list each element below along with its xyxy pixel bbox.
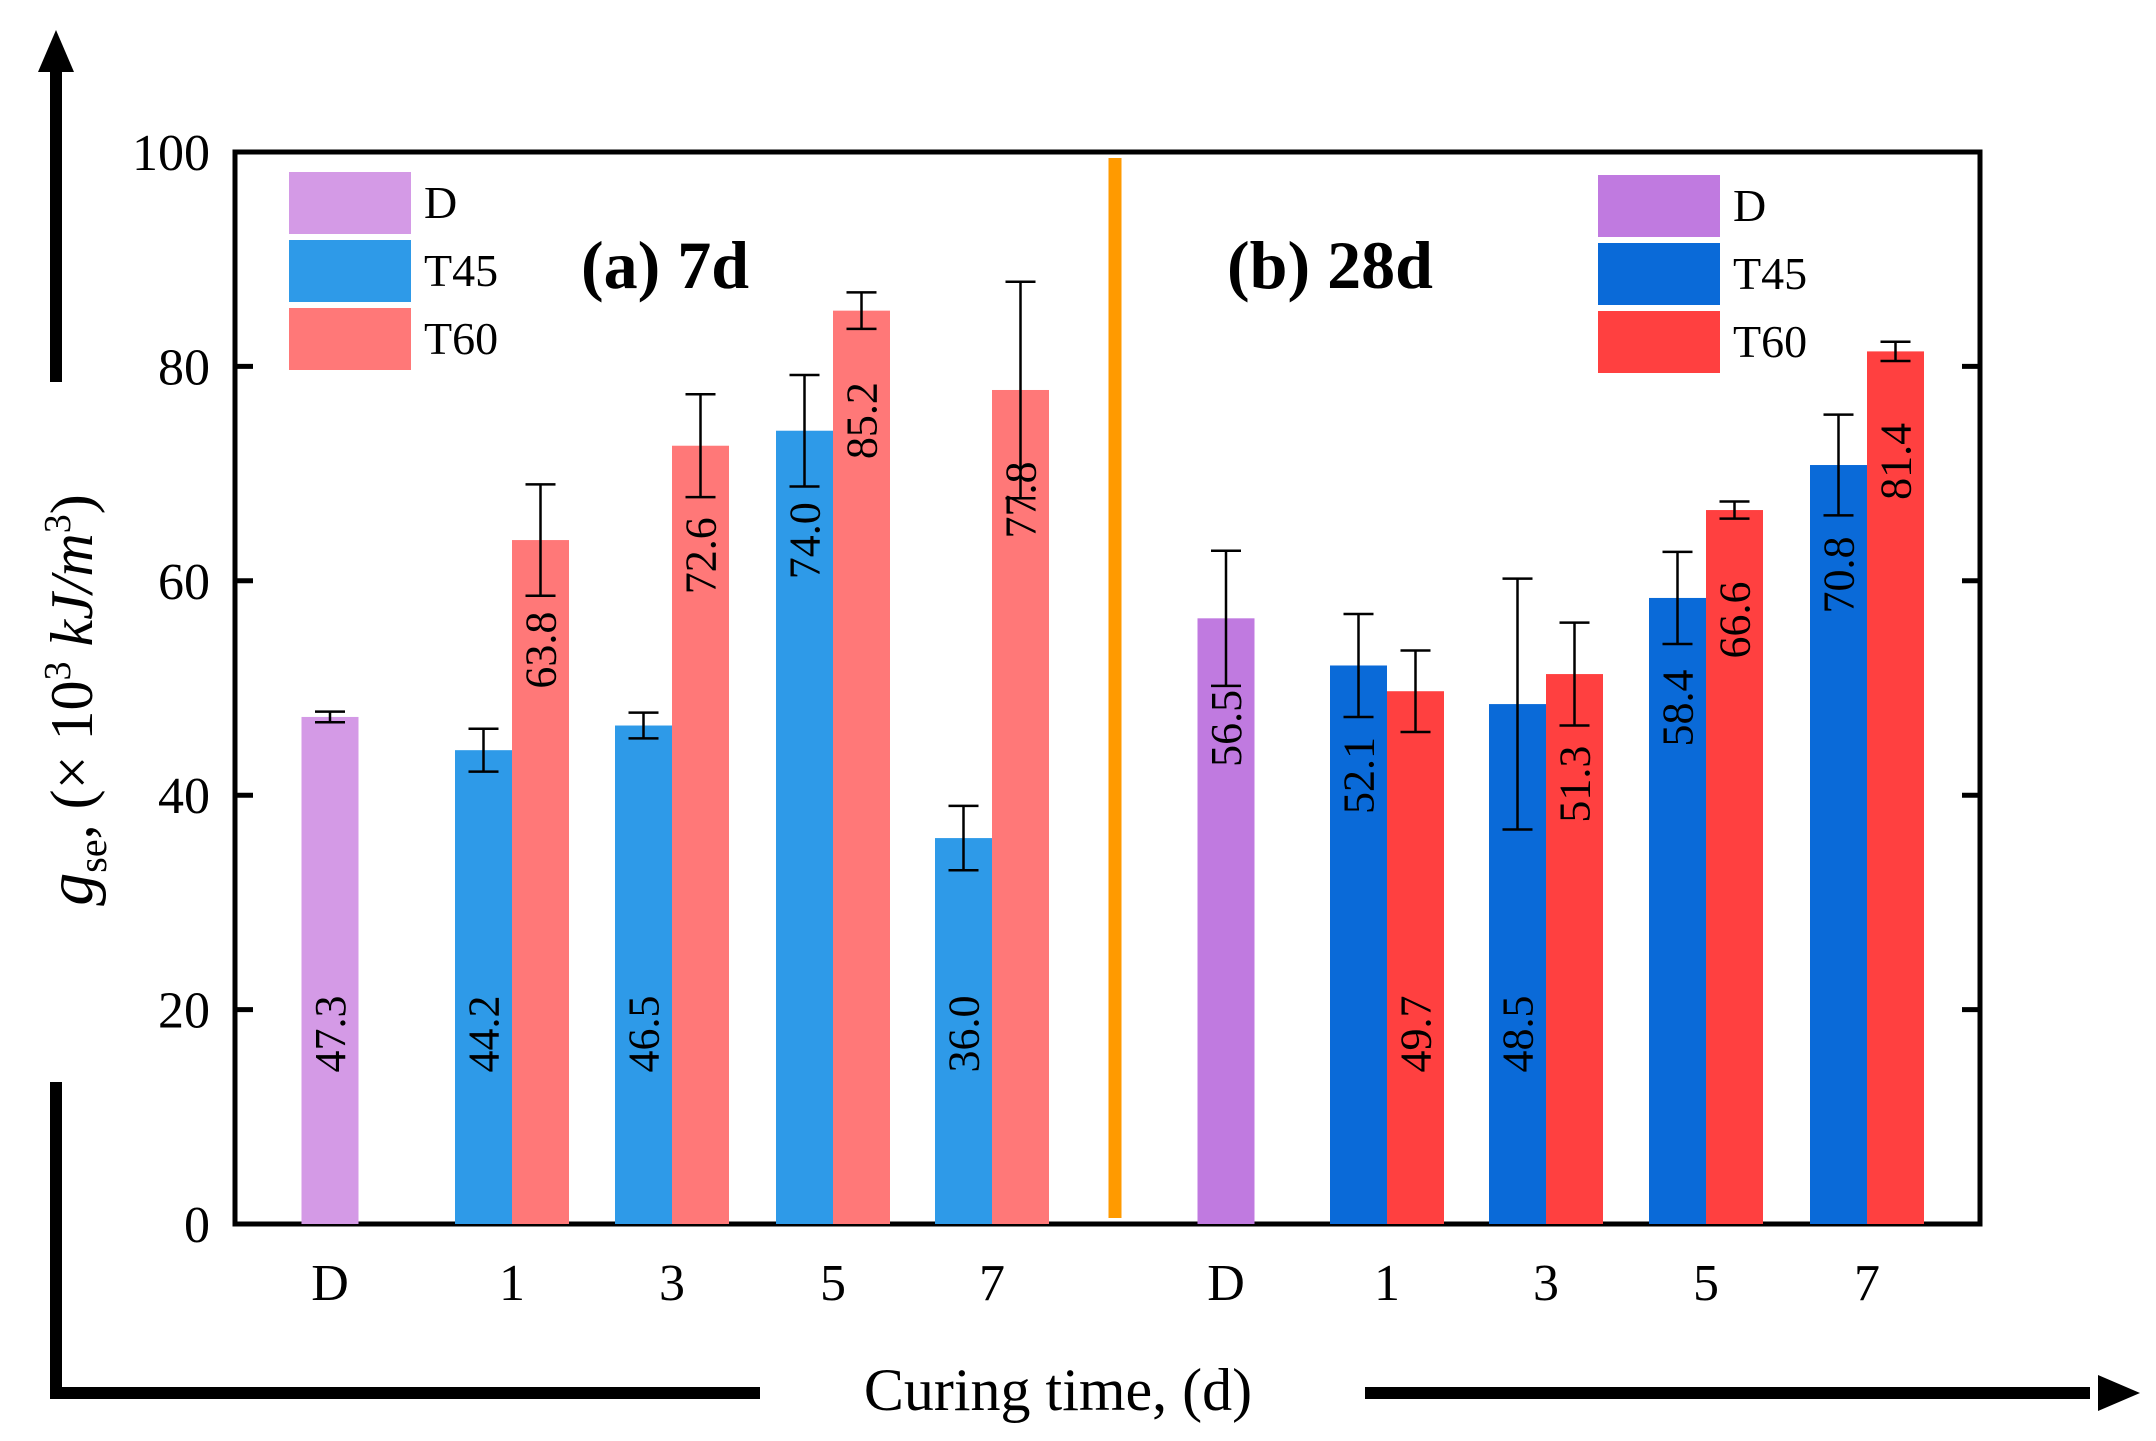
bar-d: [301, 716, 359, 1224]
legend-swatch-d: [1598, 175, 1720, 237]
bar-value-label: 74.0: [781, 502, 830, 579]
bar-value-label: 66.6: [1711, 582, 1760, 659]
legend-label: T45: [424, 245, 498, 296]
legend-label: T45: [1733, 248, 1807, 299]
bar-value-label: 63.8: [517, 612, 566, 689]
bar-value-label: 52.1: [1335, 737, 1384, 814]
y-tick-label: 100: [132, 125, 210, 182]
legend-swatch-t60: [1598, 311, 1720, 373]
bar-t60: [672, 445, 729, 1224]
y-ticks: 0 20 40 60 80 100: [132, 125, 1980, 1254]
bar-t60: [1546, 674, 1603, 1224]
x-tick-label: 1: [1374, 1255, 1400, 1312]
bar-value-label: 51.3: [1551, 746, 1600, 823]
bar-value-label: 72.6: [677, 517, 726, 594]
bar-t45: [776, 430, 833, 1225]
bar-t45: [615, 725, 672, 1224]
bar-value-label: 70.8: [1815, 537, 1864, 614]
x-tick-label: 1: [499, 1255, 525, 1312]
y-axis-arrowhead: [38, 30, 74, 72]
bar-value-label: 49.7: [1392, 996, 1441, 1073]
y-axis-unit-prefix: , (× 10: [39, 681, 105, 840]
x-axis-title: Curing time, (d): [864, 1357, 1252, 1423]
y-tick-label: 20: [158, 983, 210, 1040]
x-tick-label: 7: [979, 1255, 1005, 1312]
bar-t60: [1867, 351, 1924, 1225]
bar-t45: [455, 750, 512, 1224]
bars: 47.3 44.2 46.5 74.0 36.0 63.8 72.6 85.2 77.8 56.5…: [301, 280, 1924, 1225]
bar-t45: [1810, 465, 1867, 1224]
annotations: (a) 7d D T45 T60 (b) 28d D T45 T60: [289, 172, 1807, 373]
x-tick-label: 3: [659, 1255, 685, 1312]
bar-t60: [512, 540, 569, 1224]
legend-swatch-t45: [1598, 243, 1720, 305]
legend-swatch-t45: [289, 240, 411, 302]
bar-value-label: 81.4: [1872, 423, 1921, 500]
x-tick-label: 3: [1533, 1255, 1559, 1312]
bar-value-label: 56.5: [1202, 690, 1251, 767]
x-axis-arrowhead: [2098, 1375, 2140, 1411]
panel-title: (b) 28d: [1227, 227, 1433, 303]
legend-swatch-t60: [289, 308, 411, 370]
plot-frame: [232, 149, 1983, 1227]
y-axis-subscript: se: [70, 839, 115, 872]
x-tick-label: 5: [820, 1255, 846, 1312]
y-axis-close: ): [39, 494, 105, 514]
bar-value-label: 36.0: [940, 996, 989, 1073]
bar-value-label: 77.8: [997, 461, 1046, 538]
y-axis-unit-exponent: 3: [37, 514, 79, 533]
bar-value-label: 85.2: [838, 382, 887, 459]
bar-t45: [935, 838, 992, 1224]
legend-label: D: [424, 177, 457, 228]
y-tick-label: 40: [158, 768, 210, 825]
legend-swatch-d: [289, 172, 411, 234]
bar-t45: [1649, 597, 1706, 1224]
bar-value-label: 58.4: [1654, 669, 1703, 746]
bar-t60: [833, 310, 890, 1224]
x-tick-label: 5: [1693, 1255, 1719, 1312]
y-axis-title: gse, (× 103 kJ/m3): [34, 494, 115, 905]
x-tick-label: D: [1207, 1255, 1245, 1312]
bar-t60: [992, 389, 1049, 1224]
bar-value-label: 46.5: [620, 996, 669, 1073]
y-tick-label: 80: [158, 339, 210, 396]
legend-label: D: [1733, 180, 1766, 231]
bar-t60: [1387, 691, 1444, 1224]
legend-label: T60: [1733, 316, 1807, 367]
x-tick-label: D: [311, 1255, 349, 1312]
y-axis-unit: kJ/m: [39, 533, 105, 661]
y-tick-label: 0: [184, 1197, 210, 1254]
legend-label: T60: [424, 313, 498, 364]
panel-title: (a) 7d: [581, 227, 749, 303]
bar-value-label: 47.3: [306, 996, 355, 1073]
bar-value-label: 44.2: [460, 996, 509, 1073]
x-tick-label: 7: [1854, 1255, 1880, 1312]
y-axis-symbol: g: [34, 873, 107, 906]
y-axis-exponent: 3: [37, 662, 79, 681]
bar-t45: [1330, 665, 1387, 1224]
y-tick-label: 60: [158, 554, 210, 611]
bar-t60: [1706, 510, 1763, 1225]
bar-d: [1197, 618, 1255, 1224]
bar-value-label: 48.5: [1494, 996, 1543, 1073]
